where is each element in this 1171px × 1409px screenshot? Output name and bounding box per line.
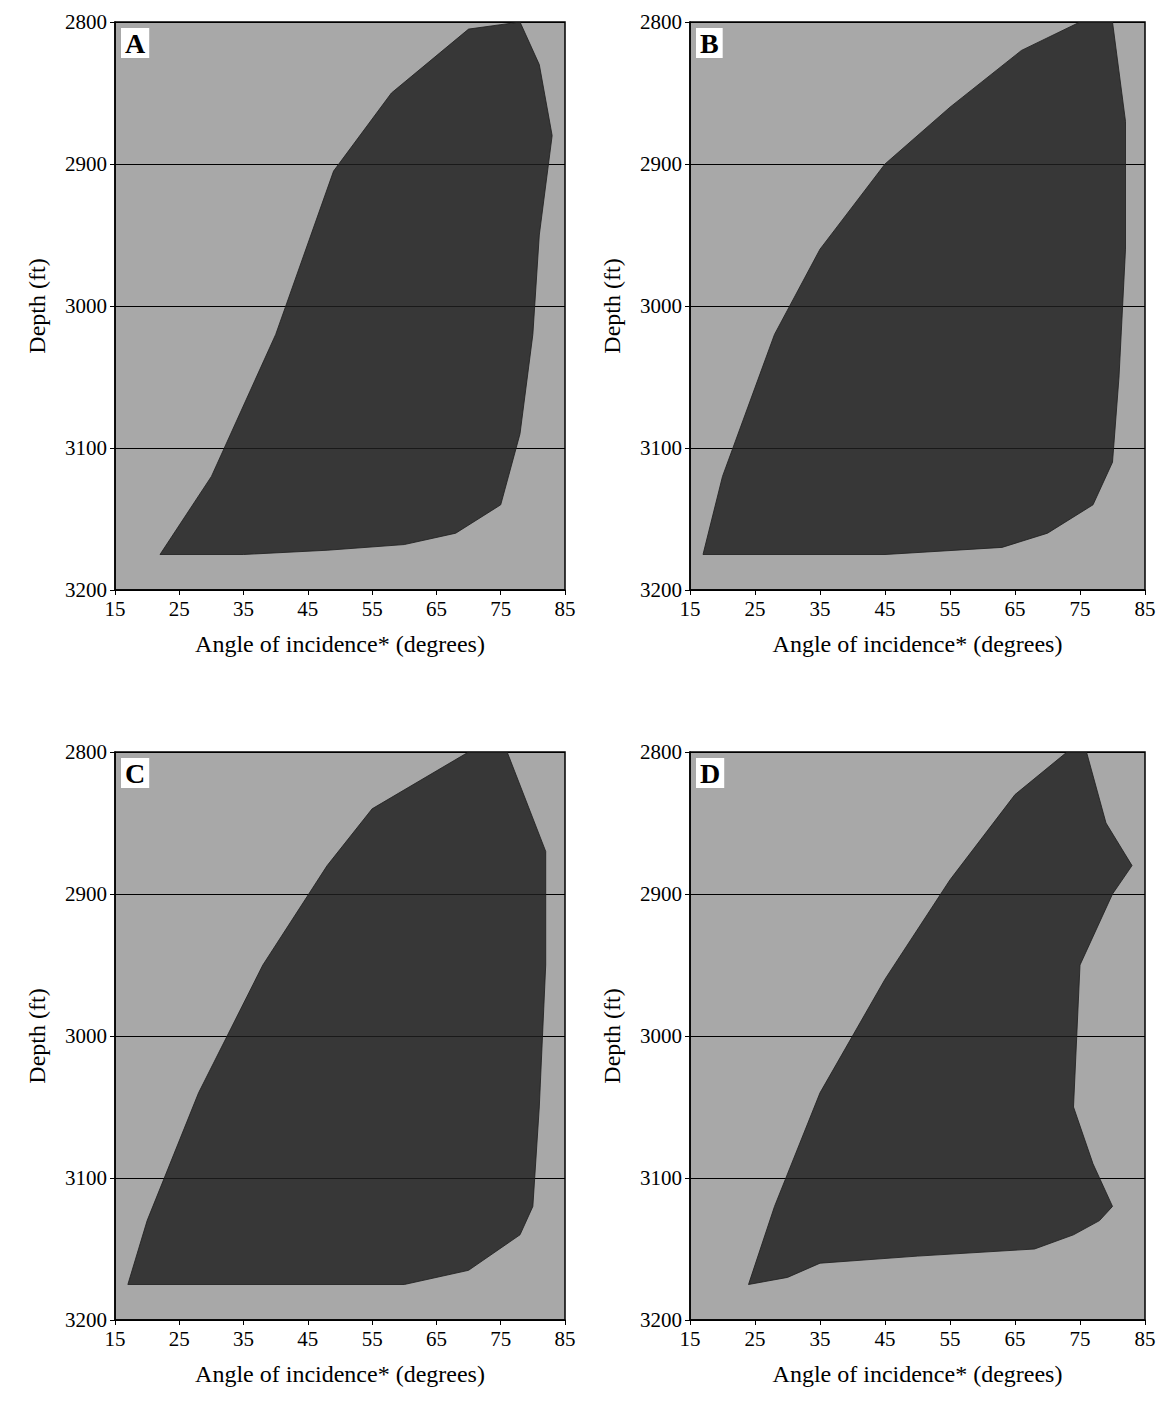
svg-text:45: 45 — [297, 1327, 318, 1351]
svg-text:75: 75 — [1070, 597, 1091, 621]
svg-text:35: 35 — [810, 597, 831, 621]
svg-text:Angle of incidence* (degrees): Angle of incidence* (degrees) — [773, 1361, 1063, 1387]
svg-text:3100: 3100 — [640, 436, 682, 460]
svg-text:3200: 3200 — [65, 1308, 107, 1332]
svg-text:25: 25 — [745, 1327, 766, 1351]
svg-text:3000: 3000 — [65, 1024, 107, 1048]
svg-text:Depth (ft): Depth (ft) — [24, 258, 50, 353]
svg-text:Angle of incidence* (degrees): Angle of incidence* (degrees) — [195, 1361, 485, 1387]
svg-text:3100: 3100 — [640, 1166, 682, 1190]
svg-text:Angle of incidence* (degrees): Angle of incidence* (degrees) — [195, 631, 485, 657]
svg-text:3200: 3200 — [640, 578, 682, 602]
svg-text:Depth (ft): Depth (ft) — [599, 258, 625, 353]
svg-text:Depth (ft): Depth (ft) — [599, 988, 625, 1083]
svg-text:45: 45 — [297, 597, 318, 621]
svg-text:85: 85 — [555, 1327, 576, 1351]
svg-text:Angle of incidence* (degrees): Angle of incidence* (degrees) — [773, 631, 1063, 657]
svg-text:45: 45 — [875, 597, 896, 621]
svg-text:35: 35 — [233, 1327, 254, 1351]
svg-text:15: 15 — [105, 1327, 126, 1351]
svg-text:45: 45 — [875, 1327, 896, 1351]
svg-text:65: 65 — [426, 597, 447, 621]
svg-text:85: 85 — [1135, 597, 1156, 621]
svg-text:2800: 2800 — [640, 740, 682, 764]
svg-text:65: 65 — [1005, 597, 1026, 621]
svg-text:25: 25 — [745, 597, 766, 621]
svg-text:55: 55 — [362, 1327, 383, 1351]
svg-text:65: 65 — [426, 1327, 447, 1351]
svg-text:2900: 2900 — [640, 882, 682, 906]
svg-text:65: 65 — [1005, 1327, 1026, 1351]
svg-text:A: A — [125, 28, 146, 59]
svg-text:3000: 3000 — [640, 294, 682, 318]
svg-text:3100: 3100 — [65, 1166, 107, 1190]
svg-text:D: D — [700, 758, 720, 789]
svg-text:25: 25 — [169, 597, 190, 621]
svg-text:Depth (ft): Depth (ft) — [24, 988, 50, 1083]
svg-text:25: 25 — [169, 1327, 190, 1351]
svg-text:55: 55 — [940, 597, 961, 621]
svg-text:C: C — [125, 758, 145, 789]
svg-text:35: 35 — [810, 1327, 831, 1351]
svg-text:15: 15 — [680, 1327, 701, 1351]
svg-text:75: 75 — [490, 597, 511, 621]
svg-text:15: 15 — [105, 597, 126, 621]
svg-text:3200: 3200 — [640, 1308, 682, 1332]
svg-text:3000: 3000 — [640, 1024, 682, 1048]
svg-text:55: 55 — [362, 597, 383, 621]
svg-text:2900: 2900 — [640, 152, 682, 176]
svg-text:3200: 3200 — [65, 578, 107, 602]
svg-text:B: B — [700, 28, 719, 59]
svg-text:55: 55 — [940, 1327, 961, 1351]
svg-text:2800: 2800 — [65, 10, 107, 34]
svg-text:3000: 3000 — [65, 294, 107, 318]
svg-text:2900: 2900 — [65, 152, 107, 176]
svg-text:85: 85 — [555, 597, 576, 621]
svg-text:15: 15 — [680, 597, 701, 621]
svg-text:75: 75 — [1070, 1327, 1091, 1351]
svg-text:2800: 2800 — [640, 10, 682, 34]
svg-text:2900: 2900 — [65, 882, 107, 906]
svg-text:35: 35 — [233, 597, 254, 621]
svg-text:2800: 2800 — [65, 740, 107, 764]
svg-text:3100: 3100 — [65, 436, 107, 460]
svg-text:75: 75 — [490, 1327, 511, 1351]
svg-text:85: 85 — [1135, 1327, 1156, 1351]
